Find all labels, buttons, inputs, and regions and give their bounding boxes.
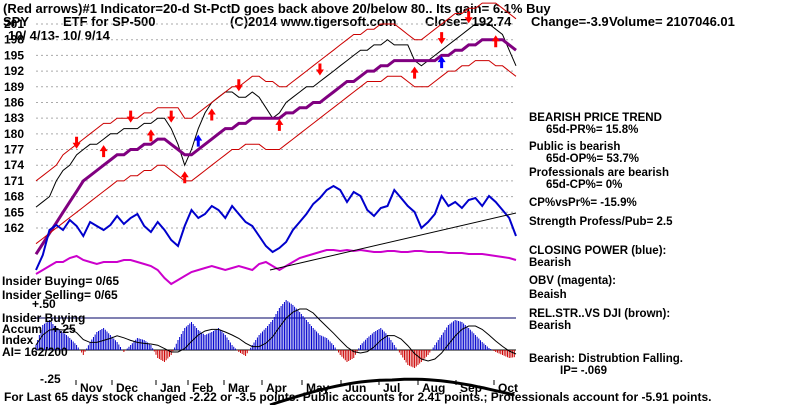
signal-arrow-up [275, 118, 284, 131]
price-tick-label: 180 [4, 127, 24, 141]
price-tick-label: 171 [4, 174, 24, 188]
price-tick-label: 201 [4, 17, 24, 31]
chart-lines [34, 2, 517, 286]
rel-strength-line [269, 377, 515, 405]
insider-selling-label: Insider Selling= 0/65 [2, 288, 118, 302]
month-label: Feb [192, 381, 213, 395]
month-label: May [306, 381, 330, 395]
series-obv [35, 248, 517, 286]
header-date-range: 10/ 4/13- 10/ 9/14 [8, 28, 111, 43]
month-label: Jun [345, 381, 366, 395]
price-tick-label: 189 [4, 80, 24, 94]
month-label: Jul [383, 381, 400, 395]
right-panel-line: REL.STR..VS DJI (brown): [529, 308, 670, 320]
signal-arrow-up [437, 56, 446, 69]
footer-text: For Last 65 days stock changed -2.22 or … [4, 390, 712, 404]
signal-arrow-up [146, 129, 155, 142]
signal-arrow-down [72, 136, 81, 149]
month-label: Nov [80, 381, 103, 395]
minus25-label: -.25 [40, 372, 61, 386]
header-line1: (Red arrows)#1 Indicator=20-d St-PctD go… [3, 1, 551, 16]
insider-buying2-label: Insider Buying [2, 311, 85, 325]
accum-index-panel [35, 300, 517, 405]
price-tick-label: 174 [4, 158, 24, 172]
series-ma50 [34, 38, 517, 256]
right-panel-line: Public is bearish [529, 141, 620, 153]
header-change: Change=-3.9 [531, 14, 609, 29]
header-copyright: (C)2014 www.tigersoft.com [230, 14, 396, 29]
month-label: Jan [160, 381, 181, 395]
price-tick-label: 168 [4, 190, 24, 204]
right-panel-line: CLOSING POWER (blue): [529, 245, 666, 257]
month-label: Apr [266, 381, 287, 395]
signal-arrow-down [315, 63, 324, 76]
month-axis: Nov Dec Jan Feb Mar Apr May Jun Jul Aug Sep Oct [75, 380, 518, 395]
price-tick-label: 177 [4, 143, 24, 157]
signal-arrows [72, 11, 500, 184]
series-lower-band [35, 60, 517, 245]
signal-arrow-up [491, 35, 500, 48]
header-etf-label: ETF for SP-500 [63, 14, 155, 29]
right-panel-line: Beaish [529, 289, 567, 301]
signal-arrow-down [464, 11, 473, 24]
month-label: Mar [228, 381, 250, 395]
header-symbol: SPY [3, 14, 29, 29]
signal-arrow-down [437, 32, 446, 45]
right-panel-line: 65d-PR%= 15.8% [546, 124, 638, 136]
price-tick-label: 183 [4, 111, 24, 125]
right-panel-line: OBV (magenta): [529, 275, 616, 287]
month-label: Oct [498, 381, 518, 395]
right-panel-line: Professionals are bearish [529, 167, 669, 179]
price-tick-label: 165 [4, 205, 24, 219]
month-label: Sep [460, 381, 482, 395]
cp-trendline [269, 212, 517, 271]
header-volume: Volume= 2107046.01 [609, 14, 735, 29]
signal-arrow-up [207, 108, 216, 121]
right-panel-line: BEARISH PRICE TREND [529, 112, 662, 124]
right-panel-line: 65d-OP%= 53.7% [546, 153, 639, 165]
ai-label: AI= 162/200 [2, 345, 68, 359]
price-tick-label: 198 [4, 33, 24, 47]
right-panel-line: IP= -.069 [560, 365, 607, 377]
right-panel-line: 65d-CP%= 0% [546, 179, 622, 191]
price-tick-label: 195 [4, 48, 24, 62]
signal-arrow-up [180, 171, 189, 184]
series-closing-power [35, 184, 517, 271]
insider-buying-label: Insider Buying= 0/65 [2, 274, 119, 288]
series-price [35, 23, 517, 208]
price-axis: 2011981951921891861831801771741711681651… [4, 17, 24, 235]
signal-arrow-down [234, 79, 243, 92]
right-panel-line: Strength Profess/Pub= 2.5 [529, 216, 673, 228]
signal-arrow-up [99, 145, 108, 158]
signal-arrow-down [167, 110, 176, 123]
right-panel-line: Bearish [529, 320, 571, 332]
right-panel-line: Bearish: Distrubtion Falling. [529, 353, 683, 365]
index-label: Index [2, 333, 34, 347]
signal-arrow-up [194, 134, 203, 147]
right-panel-line: CP%vsPr%= -15.9% [529, 197, 637, 209]
signal-arrow-up [410, 66, 419, 79]
plus25-label: +.25 [52, 322, 76, 336]
accum-average-line [35, 308, 517, 362]
accum-label: Accum [2, 322, 42, 336]
price-tick-label: 186 [4, 95, 24, 109]
series-upper-band [35, 2, 517, 182]
price-tick-label: 192 [4, 64, 24, 78]
month-label: Aug [422, 381, 445, 395]
plus50-label: +.50 [32, 297, 56, 311]
right-panel-line: Bearish [529, 257, 571, 269]
price-tick-label: 162 [4, 221, 24, 235]
signal-arrow-down [126, 110, 135, 123]
month-label: Dec [116, 381, 138, 395]
